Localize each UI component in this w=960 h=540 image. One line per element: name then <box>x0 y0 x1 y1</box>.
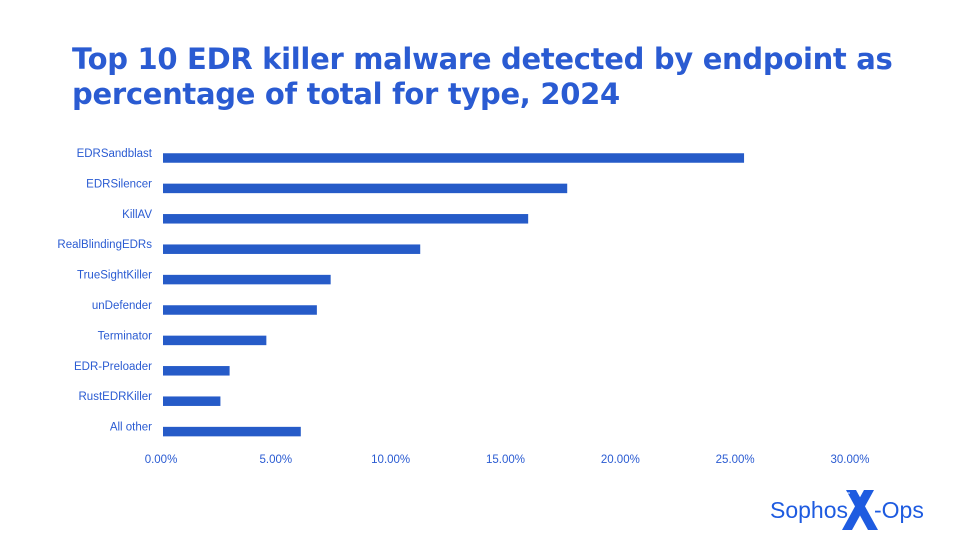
bar-truesightkiller <box>163 274 331 285</box>
category-label: RealBlindingEDRs <box>57 239 152 251</box>
sophos-x-ops-logo: Sophos -Ops <box>770 488 940 532</box>
bar-all-other <box>163 426 301 437</box>
logo-x-mark <box>842 490 878 530</box>
logo-text-ops: -Ops <box>874 497 924 523</box>
x-tick-label: 5.00% <box>260 454 293 466</box>
x-tick-label: 15.00% <box>486 454 525 466</box>
chart-title: Top 10 EDR killer malware detected by en… <box>72 42 893 111</box>
bar-killav <box>163 214 529 224</box>
bar-edr-preloader <box>163 366 230 376</box>
x-tick-label: 20.00% <box>601 454 640 466</box>
category-label: unDefender <box>92 300 152 312</box>
category-label: RustEDRKiller <box>79 391 153 403</box>
category-label: EDRSandblast <box>77 148 153 160</box>
bar-edrsilencer <box>163 183 568 194</box>
x-tick-label: 0.00% <box>145 454 178 466</box>
bar-terminator <box>163 335 267 346</box>
category-label: EDRSilencer <box>86 178 152 190</box>
category-label: EDR-Preloader <box>74 361 152 373</box>
category-label: All other <box>110 422 152 434</box>
bar-rustedrkiller <box>163 396 221 406</box>
logo-text-sophos: Sophos <box>770 497 849 523</box>
category-label: KillAV <box>122 209 152 221</box>
bar-edrsandblast <box>163 153 745 163</box>
category-label: Terminator <box>98 330 152 342</box>
x-tick-label: 10.00% <box>371 454 410 466</box>
x-tick-label: 25.00% <box>716 454 755 466</box>
bar-undefender <box>163 305 317 315</box>
bar-realblindingedrs <box>163 244 421 254</box>
category-label: TrueSightKiller <box>77 270 152 282</box>
x-tick-label: 30.00% <box>830 454 869 466</box>
